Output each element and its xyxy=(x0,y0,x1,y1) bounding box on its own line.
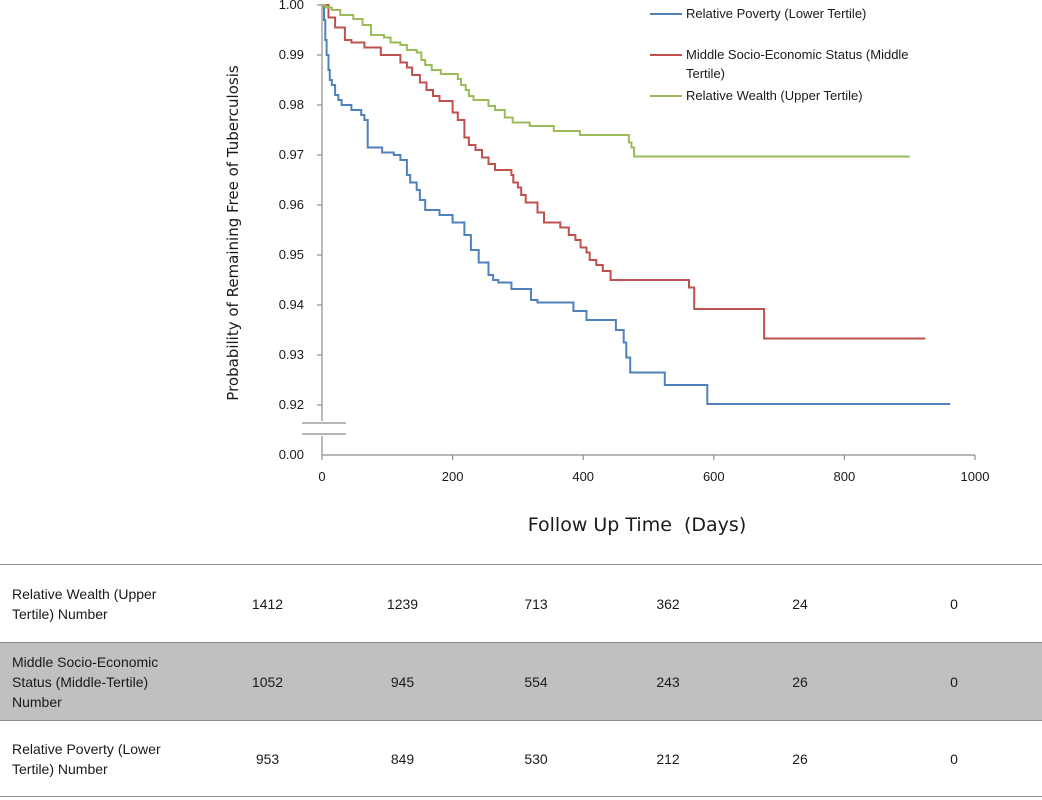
table-cell: 26 xyxy=(792,750,808,767)
table-cell: 953 xyxy=(255,750,280,767)
table-cell: 212 xyxy=(656,750,680,767)
series-layer xyxy=(322,4,951,405)
legend: Relative Poverty (Lower Tertile) Middle S… xyxy=(650,6,909,103)
table-row: Relative Wealth (Upper Tertile) Number 1… xyxy=(0,564,1042,643)
y-tick-label: 0.96 xyxy=(279,197,304,212)
x-tick-label: 0 xyxy=(318,469,325,484)
table-cell: 0 xyxy=(950,595,958,612)
table-cell: 713 xyxy=(524,595,548,612)
table-cell: 945 xyxy=(390,673,415,690)
y-tick-label-break: 0.00 xyxy=(279,447,304,462)
y-tick-label: 0.98 xyxy=(279,97,304,112)
y-tick-group: 1.00 0.99 0.98 0.97 0.96 0.95 0.94 0.93 0.92 xyxy=(279,0,322,412)
table-cell: 24 xyxy=(792,595,808,612)
legend-label: Relative Poverty (Lower Tertile) xyxy=(686,6,866,21)
y-tick-label: 0.93 xyxy=(279,347,304,362)
x-tick-label: 800 xyxy=(834,469,856,484)
row-label: Relative Wealth (Upper Tertile) Number xyxy=(12,585,157,622)
table-cell: 243 xyxy=(656,673,680,690)
x-tick-label: 200 xyxy=(442,469,464,484)
table-cell: 362 xyxy=(656,595,680,612)
y-tick-label: 0.95 xyxy=(279,247,304,262)
y-tick-label: 0.92 xyxy=(279,397,304,412)
y-axis-title: Probability of Remaining Free of Tubercu… xyxy=(224,65,242,401)
table-cell: 554 xyxy=(524,673,548,690)
y-tick-label: 0.97 xyxy=(279,147,304,162)
row-label: Middle Socio-Economic Status (Middle-Ter… xyxy=(12,653,159,710)
x-tick-group: 0 200 400 600 800 1000 xyxy=(318,455,989,484)
table-row: Middle Socio-Economic Status (Middle-Ter… xyxy=(0,642,1042,721)
x-tick-label: 1000 xyxy=(961,469,990,484)
series-line-2 xyxy=(322,4,926,340)
x-tick-label: 400 xyxy=(572,469,594,484)
y-tick-label: 0.99 xyxy=(279,47,304,62)
chart-axes xyxy=(302,5,975,456)
number-at-risk-table: Relative Wealth (Upper Tertile) Number 1… xyxy=(0,564,1042,797)
table-cell: 530 xyxy=(524,750,548,767)
y-tick-label: 1.00 xyxy=(279,0,304,12)
y-tick-label: 0.94 xyxy=(279,297,304,312)
series-line-3 xyxy=(322,4,910,158)
legend-label: Relative Wealth (Upper Tertile) xyxy=(686,88,863,103)
x-tick-label: 600 xyxy=(703,469,725,484)
table-cell: 0 xyxy=(950,750,958,767)
table-cell: 849 xyxy=(390,750,415,767)
table-cell: 0 xyxy=(950,673,958,690)
km-chart: 1.00 0.99 0.98 0.97 0.96 0.95 0.94 0.93 0.92 0.0… xyxy=(224,0,989,536)
table-cell: 1052 xyxy=(251,673,284,690)
row-label: Relative Poverty (Lower Tertile) Number xyxy=(12,740,161,777)
series-line-1 xyxy=(322,4,951,405)
table-row: Relative Poverty (Lower Tertile) Number … xyxy=(0,720,1042,797)
table-cell: 26 xyxy=(792,673,808,690)
table-cell: 1412 xyxy=(251,595,284,612)
table-cell: 1239 xyxy=(386,595,419,612)
legend-label: Middle Socio-Economic Status (Middle Tert… xyxy=(686,47,909,81)
x-axis-title: Follow Up Time (Days) xyxy=(528,514,746,536)
